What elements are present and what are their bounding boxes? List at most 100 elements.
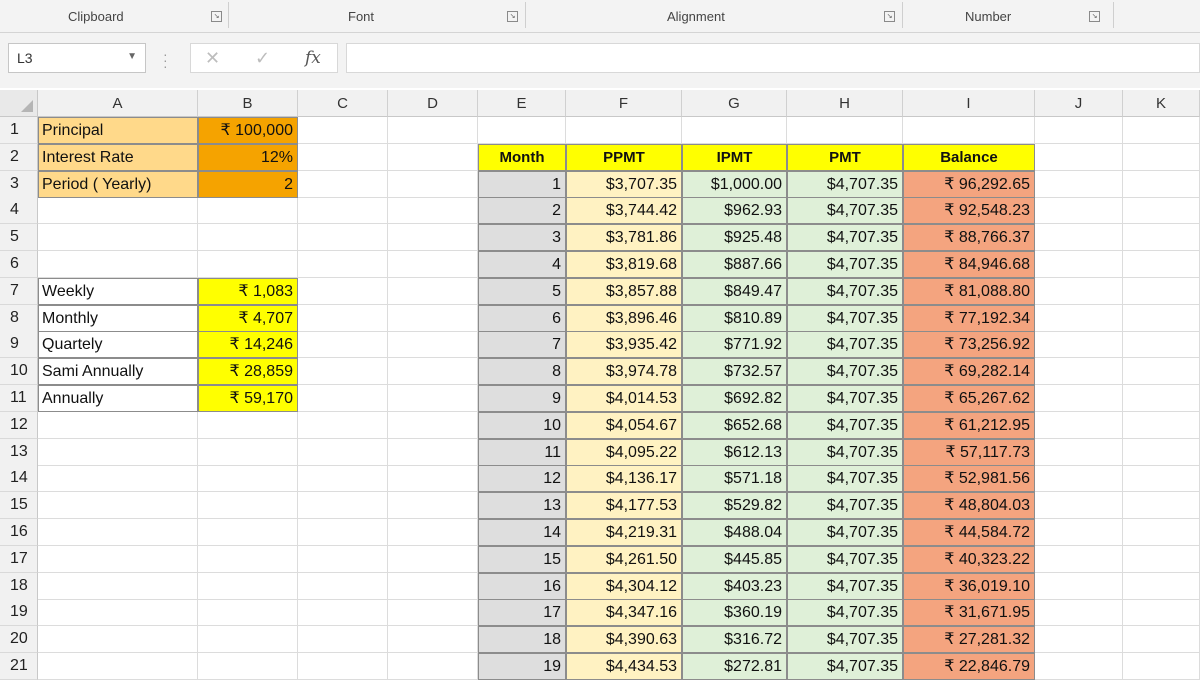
month-cell[interactable]: 2 bbox=[478, 197, 566, 225]
empty-cell[interactable] bbox=[1123, 572, 1200, 600]
empty-cell[interactable] bbox=[198, 224, 298, 252]
ppmt-cell[interactable]: $3,819.68 bbox=[566, 251, 682, 278]
empty-cell[interactable] bbox=[1123, 626, 1200, 654]
balance-cell[interactable]: ₹ 61,212.95 bbox=[903, 411, 1035, 439]
month-cell[interactable]: 16 bbox=[478, 572, 566, 600]
empty-cell[interactable] bbox=[903, 117, 1035, 144]
empty-cell[interactable] bbox=[38, 599, 198, 627]
empty-cell[interactable] bbox=[1123, 385, 1200, 412]
ipmt-cell[interactable]: $445.85 bbox=[682, 545, 787, 573]
row-header-9[interactable]: 9 bbox=[0, 331, 38, 359]
empty-cell[interactable] bbox=[1123, 545, 1200, 573]
empty-cell[interactable] bbox=[1035, 519, 1123, 546]
empty-cell[interactable] bbox=[388, 304, 478, 332]
balance-cell[interactable]: ₹ 69,282.14 bbox=[903, 358, 1035, 386]
row-header-11[interactable]: 11 bbox=[0, 385, 38, 412]
empty-cell[interactable] bbox=[38, 438, 198, 466]
ipmt-cell[interactable]: $692.82 bbox=[682, 385, 787, 412]
pmt-cell[interactable]: $4,707.35 bbox=[787, 519, 903, 546]
month-cell[interactable]: 15 bbox=[478, 545, 566, 573]
empty-cell[interactable] bbox=[1035, 197, 1123, 225]
month-cell[interactable]: 19 bbox=[478, 653, 566, 680]
empty-cell[interactable] bbox=[1123, 117, 1200, 144]
row-header-13[interactable]: 13 bbox=[0, 438, 38, 466]
row-header-7[interactable]: 7 bbox=[0, 277, 38, 305]
empty-cell[interactable] bbox=[1123, 492, 1200, 520]
row-header-4[interactable]: 4 bbox=[0, 197, 38, 225]
empty-cell[interactable] bbox=[298, 224, 388, 252]
balance-cell[interactable]: ₹ 31,671.95 bbox=[903, 599, 1035, 627]
schedule-header-cell[interactable]: PMT bbox=[787, 143, 903, 171]
row-header-18[interactable]: 18 bbox=[0, 572, 38, 600]
empty-cell[interactable] bbox=[298, 251, 388, 278]
empty-cell[interactable] bbox=[1035, 170, 1123, 198]
balance-cell[interactable]: ₹ 57,117.73 bbox=[903, 438, 1035, 466]
row-header-17[interactable]: 17 bbox=[0, 545, 38, 573]
chevron-down-icon[interactable]: ▼ bbox=[127, 51, 137, 62]
payment-label-cell[interactable]: Monthly bbox=[38, 304, 198, 332]
empty-cell[interactable] bbox=[38, 197, 198, 225]
empty-cell[interactable] bbox=[298, 331, 388, 359]
empty-cell[interactable] bbox=[298, 117, 388, 144]
month-cell[interactable]: 7 bbox=[478, 331, 566, 359]
month-cell[interactable]: 8 bbox=[478, 358, 566, 386]
ipmt-cell[interactable]: $810.89 bbox=[682, 304, 787, 332]
ppmt-cell[interactable]: $4,434.53 bbox=[566, 653, 682, 680]
column-header-i[interactable]: I bbox=[903, 90, 1035, 117]
pmt-cell[interactable]: $4,707.35 bbox=[787, 385, 903, 412]
balance-cell[interactable]: ₹ 22,846.79 bbox=[903, 653, 1035, 680]
ppmt-cell[interactable]: $4,014.53 bbox=[566, 385, 682, 412]
empty-cell[interactable] bbox=[388, 251, 478, 278]
empty-cell[interactable] bbox=[388, 197, 478, 225]
empty-cell[interactable] bbox=[38, 465, 198, 493]
empty-cell[interactable] bbox=[298, 519, 388, 546]
empty-cell[interactable] bbox=[388, 170, 478, 198]
empty-cell[interactable] bbox=[298, 599, 388, 627]
balance-cell[interactable]: ₹ 65,267.62 bbox=[903, 385, 1035, 412]
ppmt-cell[interactable]: $4,304.12 bbox=[566, 572, 682, 600]
pmt-cell[interactable]: $4,707.35 bbox=[787, 653, 903, 680]
empty-cell[interactable] bbox=[298, 170, 388, 198]
ppmt-cell[interactable]: $4,136.17 bbox=[566, 465, 682, 493]
row-header-12[interactable]: 12 bbox=[0, 411, 38, 439]
empty-cell[interactable] bbox=[198, 626, 298, 654]
schedule-header-cell[interactable]: PPMT bbox=[566, 143, 682, 171]
balance-cell[interactable]: ₹ 36,019.10 bbox=[903, 572, 1035, 600]
input-value-cell[interactable]: ₹ 100,000 bbox=[198, 117, 298, 144]
balance-cell[interactable]: ₹ 81,088.80 bbox=[903, 277, 1035, 305]
pmt-cell[interactable]: $4,707.35 bbox=[787, 411, 903, 439]
empty-cell[interactable] bbox=[787, 117, 903, 144]
empty-cell[interactable] bbox=[298, 385, 388, 412]
empty-cell[interactable] bbox=[388, 545, 478, 573]
empty-cell[interactable] bbox=[198, 438, 298, 466]
month-cell[interactable]: 1 bbox=[478, 170, 566, 198]
empty-cell[interactable] bbox=[38, 411, 198, 439]
column-header-d[interactable]: D bbox=[388, 90, 478, 117]
dialog-launcher-icon[interactable]: ↘ bbox=[211, 11, 222, 22]
month-cell[interactable]: 6 bbox=[478, 304, 566, 332]
empty-cell[interactable] bbox=[298, 358, 388, 386]
ipmt-cell[interactable]: $887.66 bbox=[682, 251, 787, 278]
empty-cell[interactable] bbox=[1035, 143, 1123, 171]
empty-cell[interactable] bbox=[1035, 331, 1123, 359]
ipmt-cell[interactable]: $488.04 bbox=[682, 519, 787, 546]
empty-cell[interactable] bbox=[1123, 224, 1200, 252]
empty-cell[interactable] bbox=[298, 572, 388, 600]
empty-cell[interactable] bbox=[38, 492, 198, 520]
balance-cell[interactable]: ₹ 92,548.23 bbox=[903, 197, 1035, 225]
empty-cell[interactable] bbox=[38, 653, 198, 680]
dialog-launcher-icon[interactable]: ↘ bbox=[507, 11, 518, 22]
payment-value-cell[interactable]: ₹ 1,083 bbox=[198, 277, 298, 305]
pmt-cell[interactable]: $4,707.35 bbox=[787, 626, 903, 654]
row-header-8[interactable]: 8 bbox=[0, 304, 38, 332]
empty-cell[interactable] bbox=[388, 626, 478, 654]
empty-cell[interactable] bbox=[1035, 251, 1123, 278]
balance-cell[interactable]: ₹ 84,946.68 bbox=[903, 251, 1035, 278]
ipmt-cell[interactable]: $360.19 bbox=[682, 599, 787, 627]
column-header-f[interactable]: F bbox=[566, 90, 682, 117]
ipmt-cell[interactable]: $771.92 bbox=[682, 331, 787, 359]
dialog-launcher-icon[interactable]: ↘ bbox=[1089, 11, 1100, 22]
empty-cell[interactable] bbox=[1035, 304, 1123, 332]
ppmt-cell[interactable]: $3,974.78 bbox=[566, 358, 682, 386]
row-header-15[interactable]: 15 bbox=[0, 492, 38, 520]
